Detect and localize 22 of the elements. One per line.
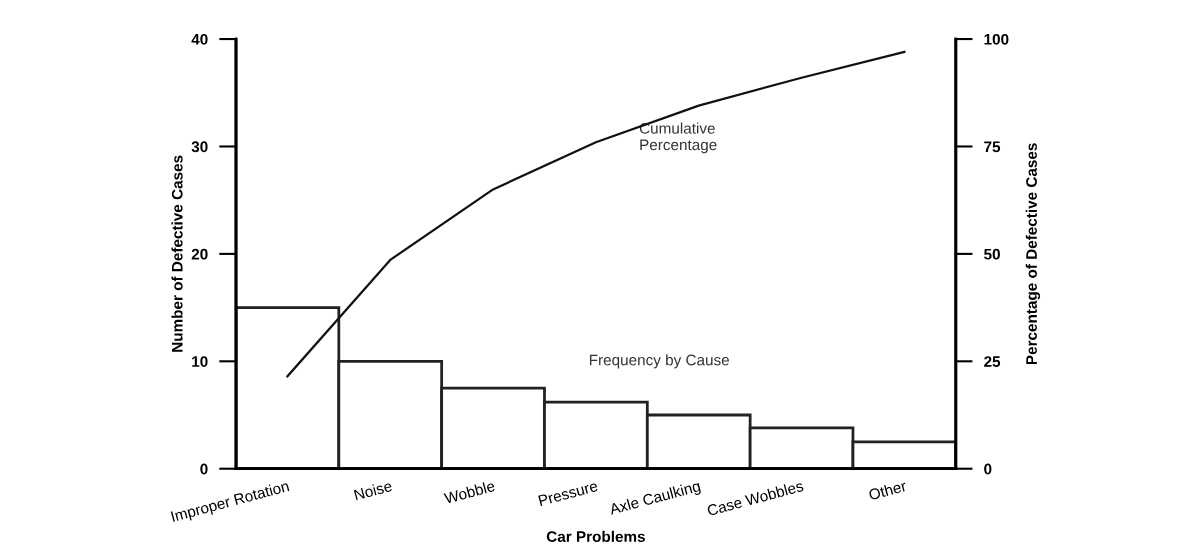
y2-tick-label: 50 — [984, 248, 1000, 260]
x-tick-label: Wobble — [443, 480, 496, 504]
y2-tick-label: 25 — [984, 356, 1001, 367]
annotation: Frequency by Cause — [589, 354, 729, 369]
x-axis-title: Car Problems — [546, 530, 645, 543]
y-tick-label: 40 — [191, 33, 208, 45]
annotation: Cumulative Percentage — [639, 122, 717, 154]
y-tick-label: 30 — [191, 141, 208, 153]
y-tick-label: 0 — [200, 463, 208, 475]
y-tick-label: 10 — [192, 356, 208, 367]
x-tick-label: Other — [868, 479, 908, 501]
x-tick-label: Pressure — [538, 480, 599, 507]
y2-tick-label: 75 — [984, 141, 1001, 153]
x-tick-label: Axle Caulking — [608, 480, 702, 518]
y2-tick-label: 100 — [984, 33, 1009, 45]
y-axis-title: Number of Defective Cases — [171, 155, 183, 352]
x-tick-label: Improper Rotation — [170, 480, 291, 525]
y2-tick-label: 0 — [984, 463, 992, 475]
x-tick-label: Noise — [353, 480, 393, 501]
x-tick-label: Case Wobbles — [706, 479, 804, 517]
y-tick-label: 20 — [191, 248, 208, 260]
y2-axis-title: Percentage of Defective Cases — [1025, 143, 1041, 365]
